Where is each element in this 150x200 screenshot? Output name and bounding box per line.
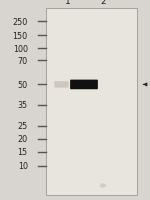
- FancyBboxPatch shape: [46, 9, 137, 195]
- Text: 20: 20: [18, 135, 28, 143]
- Text: 25: 25: [18, 122, 28, 130]
- FancyBboxPatch shape: [70, 80, 98, 90]
- FancyBboxPatch shape: [54, 82, 69, 88]
- Text: 50: 50: [18, 81, 28, 89]
- Text: 1: 1: [65, 0, 71, 6]
- Text: 100: 100: [13, 45, 28, 53]
- Text: 15: 15: [18, 148, 28, 156]
- Text: 150: 150: [13, 32, 28, 40]
- Text: 70: 70: [18, 57, 28, 65]
- Text: 250: 250: [12, 18, 28, 26]
- Text: 35: 35: [18, 101, 28, 109]
- Text: 2: 2: [100, 0, 106, 6]
- Ellipse shape: [100, 183, 106, 188]
- Text: 10: 10: [18, 162, 28, 170]
